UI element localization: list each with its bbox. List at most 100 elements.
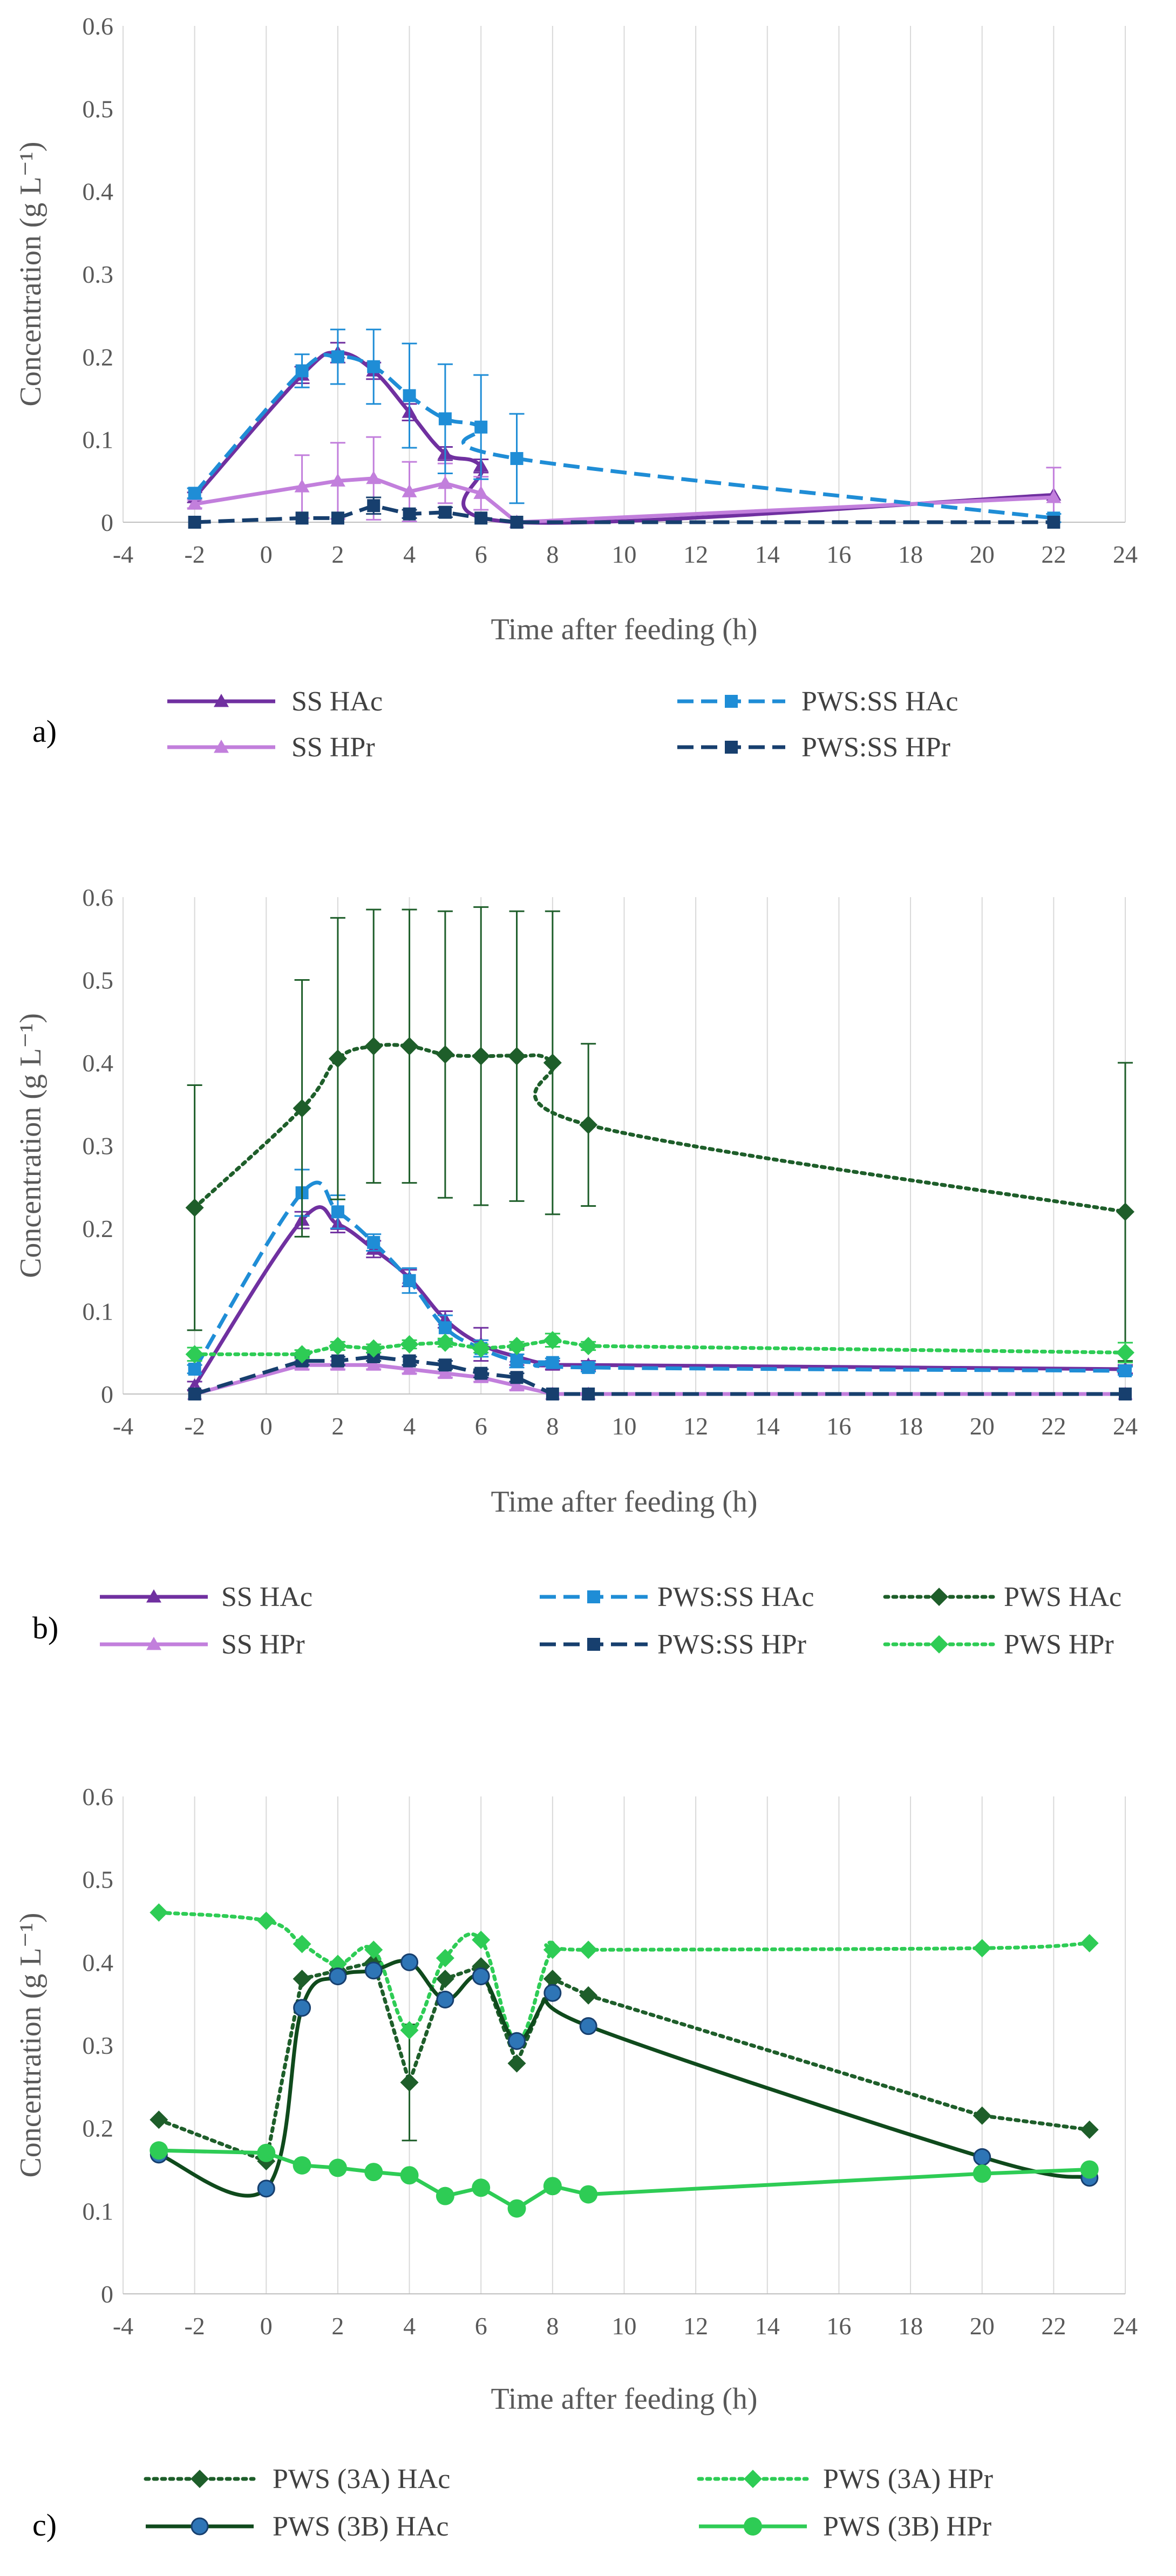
- x-tick-label: 6: [475, 541, 487, 568]
- y-tick-label: 0.2: [83, 1215, 114, 1242]
- data-point: [188, 516, 201, 529]
- data-point: [330, 473, 345, 487]
- x-tick-label: 8: [546, 541, 559, 568]
- x-tick-label: 22: [1041, 541, 1066, 568]
- data-point: [543, 1940, 562, 1959]
- data-point: [474, 1366, 488, 1380]
- data-point: [473, 486, 489, 499]
- data-point: [331, 511, 344, 525]
- data-point: [579, 2185, 598, 2204]
- data-point: [579, 1940, 598, 1959]
- legend-swatch-marker: [214, 740, 229, 753]
- data-point: [436, 1949, 454, 1967]
- chart-panel-b: -4 -2 0 2 4 6 8 10 12 14 16 18 20 22 2400.10.20.30.40.…: [14, 884, 1138, 1660]
- series-line: [193, 353, 1054, 520]
- y-tick-label: 0.4: [83, 1949, 114, 1976]
- data-point: [1047, 516, 1061, 529]
- x-tick-label: 8: [546, 1412, 559, 1440]
- legend-swatch-marker: [191, 2470, 209, 2488]
- data-point: [366, 470, 382, 484]
- legend-item: SS HPr: [167, 732, 375, 763]
- series-line: [193, 1205, 1126, 1387]
- data-point: [472, 1930, 491, 1949]
- data-point: [1119, 1388, 1132, 1400]
- data-point: [973, 2106, 991, 2125]
- x-tick-label: -2: [184, 2312, 205, 2340]
- legend-item: PWS (3A) HAc: [144, 2464, 450, 2495]
- data-point: [328, 1049, 347, 1068]
- legend-label: SS HPr: [291, 732, 375, 763]
- x-tick-label: 18: [898, 1412, 923, 1440]
- legend-swatch-marker: [744, 2517, 762, 2536]
- x-tick-label: 14: [755, 1412, 780, 1440]
- data-point: [149, 2141, 168, 2160]
- data-point: [546, 1388, 559, 1400]
- x-tick-label: 24: [1113, 1412, 1138, 1440]
- data-point: [1080, 2120, 1099, 2139]
- data-point: [543, 1054, 562, 1072]
- x-tick-label: -2: [184, 1412, 205, 1440]
- panel-label: b): [32, 1610, 58, 1645]
- data-point: [366, 1357, 382, 1371]
- data-point: [1080, 1933, 1099, 1952]
- x-tick-label: 0: [260, 541, 273, 568]
- data-point: [400, 2073, 419, 2092]
- y-tick-label: 0.5: [83, 95, 114, 122]
- data-point: [328, 1955, 347, 1973]
- data-point: [403, 1354, 416, 1368]
- legend-label: PWS (3A) HPr: [823, 2464, 993, 2495]
- series-pws-hac: [185, 906, 1134, 1362]
- data-point: [149, 1903, 168, 1922]
- x-tick-label: 2: [331, 541, 344, 568]
- data-point: [507, 1336, 526, 1355]
- legend-swatch-marker: [146, 1589, 161, 1603]
- data-point: [579, 1336, 598, 1355]
- x-tick-label: 20: [970, 2312, 995, 2340]
- series-line: [193, 1043, 1127, 1214]
- data-point: [367, 360, 380, 373]
- data-point: [331, 1354, 344, 1368]
- data-point: [188, 1388, 201, 1400]
- data-point: [437, 475, 453, 489]
- panel-label: c): [32, 2507, 57, 2543]
- legend-swatch-marker: [930, 1588, 948, 1606]
- data-point: [543, 1331, 562, 1350]
- legend-item: PWS:SS HPr: [540, 1629, 806, 1660]
- x-tick-label: 16: [826, 2312, 851, 2340]
- y-tick-label: 0.3: [83, 2032, 114, 2059]
- x-tick-label: 24: [1113, 2312, 1138, 2340]
- x-tick-label: 14: [755, 2312, 780, 2340]
- data-point: [472, 1047, 491, 1065]
- data-point: [474, 511, 488, 525]
- y-tick-label: 0: [101, 2280, 113, 2308]
- data-point: [328, 2158, 347, 2177]
- y-tick-label: 0.5: [83, 967, 114, 994]
- data-point: [579, 1986, 598, 2005]
- data-point: [294, 479, 310, 493]
- data-point: [438, 1321, 452, 1335]
- x-tick-label: 10: [612, 1412, 637, 1440]
- data-point: [257, 2179, 275, 2198]
- y-tick-label: 0.6: [83, 884, 114, 911]
- data-point: [543, 2177, 562, 2196]
- legend-swatch-marker: [725, 741, 738, 754]
- y-axis-title: Concentration (g L⁻¹): [14, 141, 47, 406]
- data-point: [328, 1336, 347, 1355]
- legend-label: PWS:SS HPr: [657, 1629, 806, 1660]
- data-point: [188, 487, 201, 500]
- legend-swatch-marker: [214, 694, 229, 707]
- series-ss-hpr: [187, 436, 1062, 528]
- legend-label: PWS:SS HAc: [801, 686, 958, 717]
- x-tick-label: 4: [403, 1412, 416, 1440]
- x-tick-label: 0: [260, 2312, 273, 2340]
- data-point: [400, 1335, 419, 1354]
- data-point: [1119, 1364, 1132, 1378]
- legend: PWS (3A) HAc PWS (3A) HPr PWS (3B) HAc PWS …: [144, 2464, 993, 2542]
- data-point: [188, 1362, 201, 1376]
- data-point: [510, 452, 524, 465]
- legend-label: PWS (3A) HAc: [273, 2464, 450, 2495]
- legend-swatch-marker: [744, 2470, 762, 2488]
- chart-panel-a: -4 -2 0 2 4 6 8 10 12 14 16 18 20 22 2400.10.20.30.40.…: [14, 12, 1138, 763]
- data-point: [367, 1236, 380, 1249]
- legend-swatch-marker: [725, 695, 738, 708]
